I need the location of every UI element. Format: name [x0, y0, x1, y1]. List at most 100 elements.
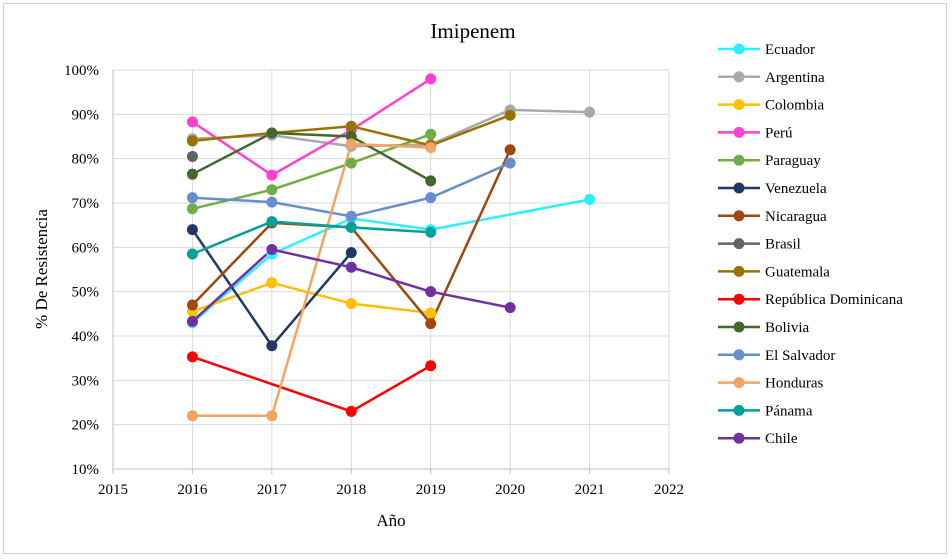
- legend-item: Bolivia: [718, 320, 810, 336]
- legend-swatch-marker: [733, 99, 745, 111]
- y-tick-label: 60%: [72, 240, 100, 256]
- series-14-point: [345, 261, 357, 273]
- series-points: [186, 73, 596, 422]
- series-14-point: [266, 244, 278, 256]
- x-tick-label: 2017: [257, 482, 288, 498]
- legend-item: Perú: [718, 125, 793, 141]
- series-6-point: [425, 318, 437, 330]
- series-7-point: [186, 150, 198, 162]
- series-2-line: [191, 281, 431, 315]
- series-3-point: [186, 116, 198, 128]
- legend-swatch-marker: [733, 182, 745, 194]
- series-10-point: [345, 131, 357, 142]
- legend-label: Chile: [765, 431, 798, 447]
- series-4-point: [425, 128, 437, 140]
- y-axis-title: % De Resistencia: [32, 209, 51, 329]
- series-2-point: [345, 298, 357, 310]
- y-tick-label: 10%: [72, 462, 100, 478]
- y-tick-label: 100%: [64, 63, 99, 79]
- chart-title: Imipenem: [430, 19, 515, 43]
- series-14-point: [186, 315, 198, 327]
- legend-swatch-marker: [733, 154, 745, 166]
- legend-label: Guatemala: [765, 264, 830, 280]
- legend-label: Ecuador: [765, 42, 815, 58]
- series-3-point: [425, 73, 437, 85]
- legend-item: Nicaragua: [718, 209, 827, 225]
- series-6-point: [186, 299, 198, 311]
- series-4-point: [345, 157, 357, 169]
- legend-swatch-marker: [733, 321, 745, 333]
- series-12-line: [192, 142, 431, 418]
- series-12-point: [266, 410, 278, 422]
- legend-label: Honduras: [765, 376, 823, 392]
- series-4-point: [266, 184, 278, 196]
- legend-swatch-marker: [733, 404, 745, 416]
- series-11-point: [345, 210, 357, 222]
- series-1-point: [584, 106, 596, 118]
- legend-item: Colombia: [718, 98, 825, 114]
- series-8-point: [345, 120, 357, 132]
- x-axis-ticks: 2015 2016 2017 2018 2019 2020 2021 2022: [98, 482, 684, 498]
- series-10-point: [266, 127, 278, 139]
- series-5-point: [186, 224, 198, 236]
- series-14-point: [504, 302, 516, 314]
- series-10-point: [186, 168, 198, 180]
- series-11-point: [425, 192, 437, 204]
- series-1-line: [192, 108, 590, 148]
- series-6-point: [504, 144, 516, 156]
- legend-item: Argentina: [718, 70, 825, 86]
- series-9-point: [425, 360, 437, 372]
- y-tick-label: 50%: [72, 285, 100, 301]
- legend-swatch-marker: [733, 349, 745, 361]
- x-axis-title: Año: [376, 511, 405, 530]
- y-tick-label: 40%: [72, 329, 100, 345]
- y-tick-label: 20%: [72, 418, 100, 434]
- series-12-point: [345, 138, 357, 150]
- legend-item: Chile: [718, 431, 798, 447]
- series-14-point: [425, 286, 437, 298]
- series-9-point: [186, 351, 198, 363]
- y-tick-label: 30%: [72, 373, 100, 389]
- legend: Ecuador Argentina Colombia Perú Paraguay Vene…: [718, 42, 903, 447]
- series-3-point: [266, 169, 278, 181]
- series-8-point: [504, 109, 516, 121]
- series-13-point: [266, 216, 278, 228]
- series-3-line: [191, 77, 432, 177]
- legend-label: Colombia: [765, 98, 825, 114]
- series-2-point: [266, 277, 278, 289]
- series-13-point: [425, 226, 437, 238]
- legend-item: Paraguay: [718, 153, 821, 169]
- x-tick-label: 2019: [416, 482, 446, 498]
- legend-swatch-marker: [733, 210, 745, 222]
- legend-item: Honduras: [718, 376, 823, 392]
- legend-label: Paraguay: [765, 153, 821, 169]
- legend-label: República Dominicana: [765, 292, 903, 308]
- x-tick-label: 2018: [336, 482, 366, 498]
- y-tick-label: 90%: [72, 107, 100, 123]
- legend-label: Pánama: [765, 403, 813, 419]
- x-tick-label: 2020: [495, 482, 525, 498]
- y-tick-label: 80%: [72, 152, 100, 168]
- series-9-point: [345, 405, 357, 417]
- chart-frame: [3, 3, 947, 554]
- series-13-point: [186, 248, 198, 260]
- legend-swatch-marker: [733, 265, 745, 277]
- legend-item: Guatemala: [718, 264, 830, 280]
- legend-label: Perú: [765, 125, 793, 141]
- series-11-point: [186, 192, 198, 204]
- series-0-line: [191, 198, 590, 324]
- legend-label: Nicaragua: [765, 209, 827, 225]
- legend-item: Brasil: [718, 237, 801, 253]
- series-11-point: [266, 196, 278, 208]
- series-2-point: [425, 307, 437, 319]
- series-8-point: [186, 135, 198, 147]
- legend-swatch-marker: [733, 238, 745, 250]
- legend-item: Venezuela: [718, 181, 827, 197]
- legend-label: Argentina: [765, 70, 825, 86]
- legend-item: Ecuador: [718, 42, 815, 58]
- y-axis-ticks: 10% 20% 30% 40% 50% 60% 70% 80% 90% 100%: [64, 63, 99, 478]
- x-tick-label: 2022: [654, 482, 684, 498]
- series-10-line: [191, 131, 432, 182]
- legend-swatch-marker: [733, 293, 745, 305]
